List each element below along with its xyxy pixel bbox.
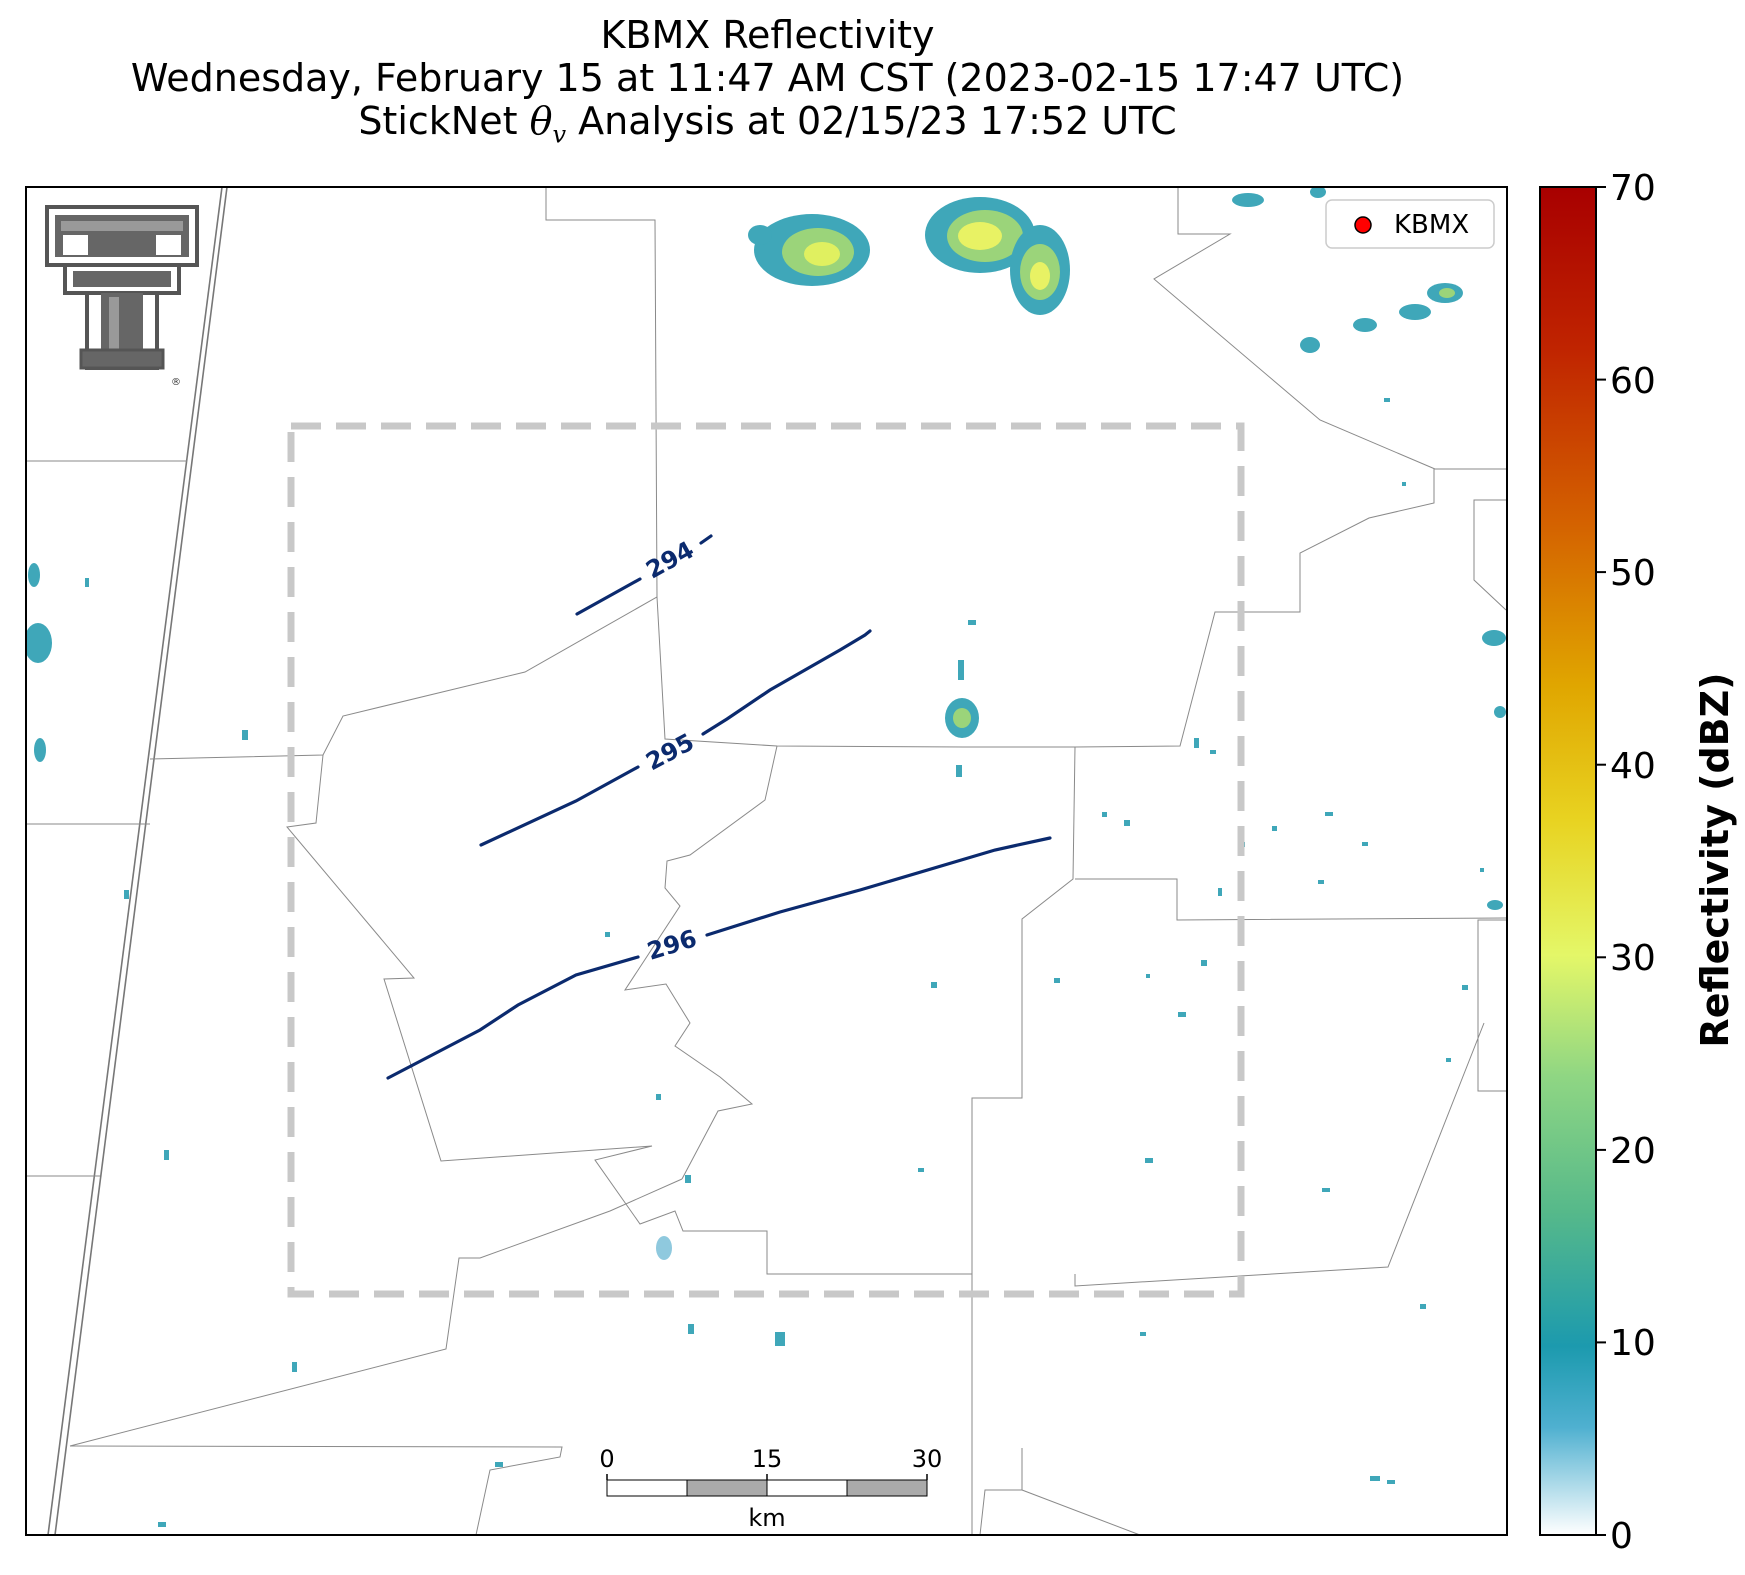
radar-echo-cell-northeast (1232, 187, 1463, 353)
contour-295-line (701, 629, 872, 736)
contour-296-line (386, 955, 640, 1080)
contour-296-line (705, 836, 1052, 937)
radar-echo-cell-west (26, 563, 672, 1527)
map-area (26, 187, 1507, 1535)
legend-label: KBMX (1394, 210, 1469, 240)
legend: KBMX (1325, 199, 1495, 249)
colorbar-tick-50: 50 (1610, 553, 1656, 594)
scale-bar-unit: km (748, 1504, 785, 1532)
scale-bar-tick-30: 30 (912, 1445, 943, 1473)
contour-294-line (575, 577, 642, 616)
theta-v-contours (386, 534, 1052, 1080)
colorbar-tick-40: 40 (1610, 746, 1656, 787)
scale-bar-tick-0: 0 (599, 1445, 614, 1473)
map-frame (25, 186, 1508, 1536)
scale-bar-tick-15: 15 (752, 1445, 783, 1473)
colorbar-tick-10: 10 (1610, 1323, 1656, 1364)
colorbar-tick-20: 20 (1610, 1131, 1656, 1172)
title-line-3: StickNet θv Analysis at 02/15/23 17:52 U… (358, 99, 1177, 149)
colorbar: 0 10 20 30 40 50 60 70 Reflectivity (dBZ… (1539, 168, 1737, 1557)
figure-title: KBMX Reflectivity Wednesday, February 15… (0, 14, 1535, 157)
contour-294-line (699, 534, 713, 545)
colorbar-tick-70: 70 (1610, 168, 1656, 209)
colorbar-tick-60: 60 (1610, 361, 1656, 402)
scale-bar: 0 15 30 km (599, 1445, 942, 1532)
colorbar-tick-30: 30 (1610, 938, 1656, 979)
radar-echo-cell-north-2 (925, 197, 1070, 315)
contour-295-line (479, 765, 640, 847)
title-line-1: KBMX Reflectivity (600, 13, 935, 57)
title-line-2: Wednesday, February 15 at 11:47 AM CST (… (130, 56, 1405, 100)
county-boundaries (26, 187, 1507, 1535)
radar-echo-cell-north-1 (748, 214, 870, 286)
radar-echoes (26, 187, 1506, 1527)
radar-echo-cell-central (945, 620, 979, 777)
radar-echo-scatter (656, 398, 1506, 1484)
kbmx-marker-icon (1354, 216, 1372, 234)
analysis-domain-box (287, 422, 1245, 1298)
state-boundary-line (47, 187, 228, 1535)
registered-mark: ® (171, 377, 181, 388)
colorbar-label: Reflectivity (dBZ) (1693, 672, 1737, 1047)
colorbar-tick-0: 0 (1610, 1516, 1633, 1557)
texas-tech-logo: ® (45, 205, 199, 388)
